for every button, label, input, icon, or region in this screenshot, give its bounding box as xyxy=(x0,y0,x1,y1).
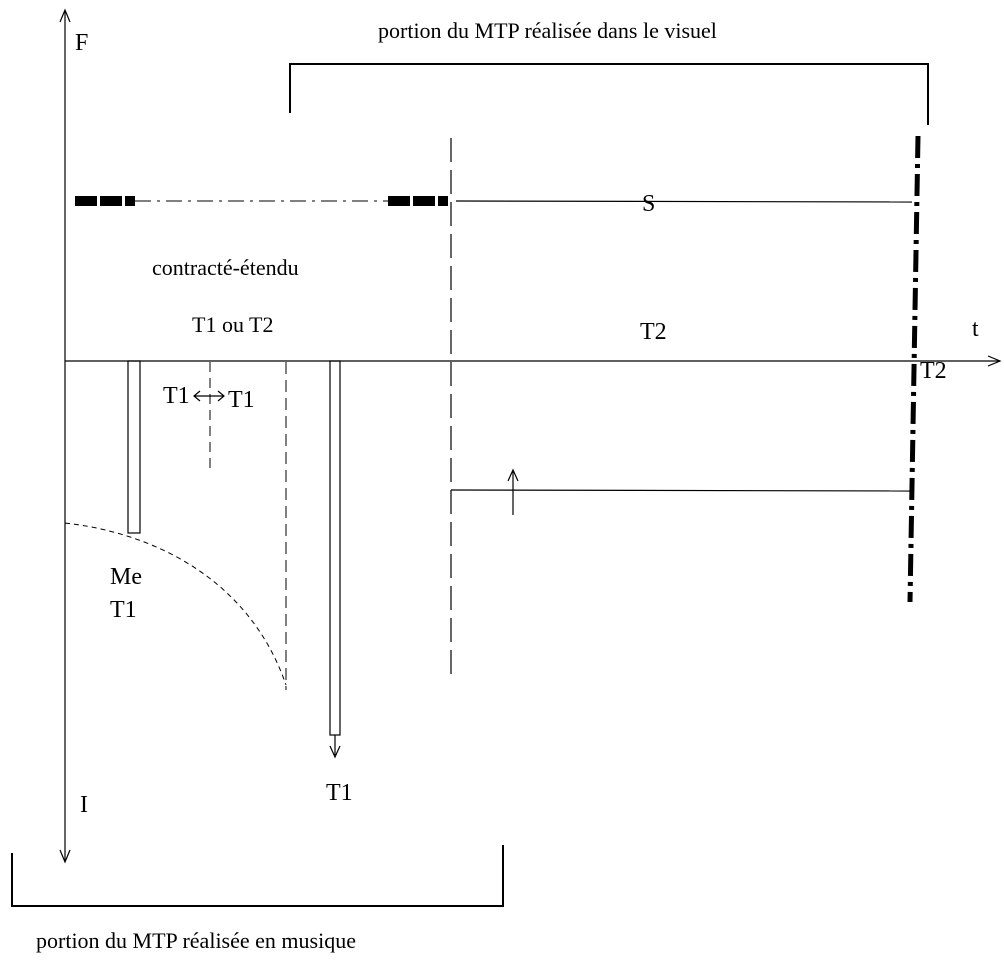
lower-horizontal-line xyxy=(450,489,911,492)
up-arrow-icon xyxy=(507,468,519,482)
s-label: S xyxy=(642,191,655,217)
t1-long-bar xyxy=(329,360,341,736)
s-line-solid xyxy=(455,200,913,203)
me-label: Me xyxy=(110,564,142,590)
right-dashdot-boundary xyxy=(907,135,921,603)
x-axis-label-t: t xyxy=(972,316,979,342)
me-t1-label: T1 xyxy=(110,597,137,623)
down-arrow-icon xyxy=(329,745,341,759)
x-axis-arrow xyxy=(987,355,1002,367)
top-bracket-label: portion du MTP réalisée dans le visuel xyxy=(378,18,717,43)
dashed-curve xyxy=(64,522,287,686)
bottom-bracket-label: portion du MTP réalisée en musique xyxy=(36,928,356,953)
bottom-bracket xyxy=(11,845,504,907)
y-axis-label-i: I xyxy=(80,792,88,818)
me-bar xyxy=(127,360,141,534)
y-axis-top-arrow xyxy=(59,8,71,23)
double-arrow-icon xyxy=(193,390,225,402)
region-label-contracte: contracté-étendu xyxy=(152,255,299,280)
y-axis-bottom-arrow xyxy=(59,849,71,864)
region-label-t1-ou-t2: T1 ou T2 xyxy=(192,312,273,337)
t1-right-label: T1 xyxy=(228,387,255,413)
t1-left-label: T1 xyxy=(163,383,190,409)
region-label-t2: T2 xyxy=(640,319,667,345)
y-axis-label-f: F xyxy=(75,30,88,56)
t1-bar-label: T1 xyxy=(326,780,353,806)
top-bracket xyxy=(289,63,929,125)
right-t2-label: T2 xyxy=(920,358,947,384)
